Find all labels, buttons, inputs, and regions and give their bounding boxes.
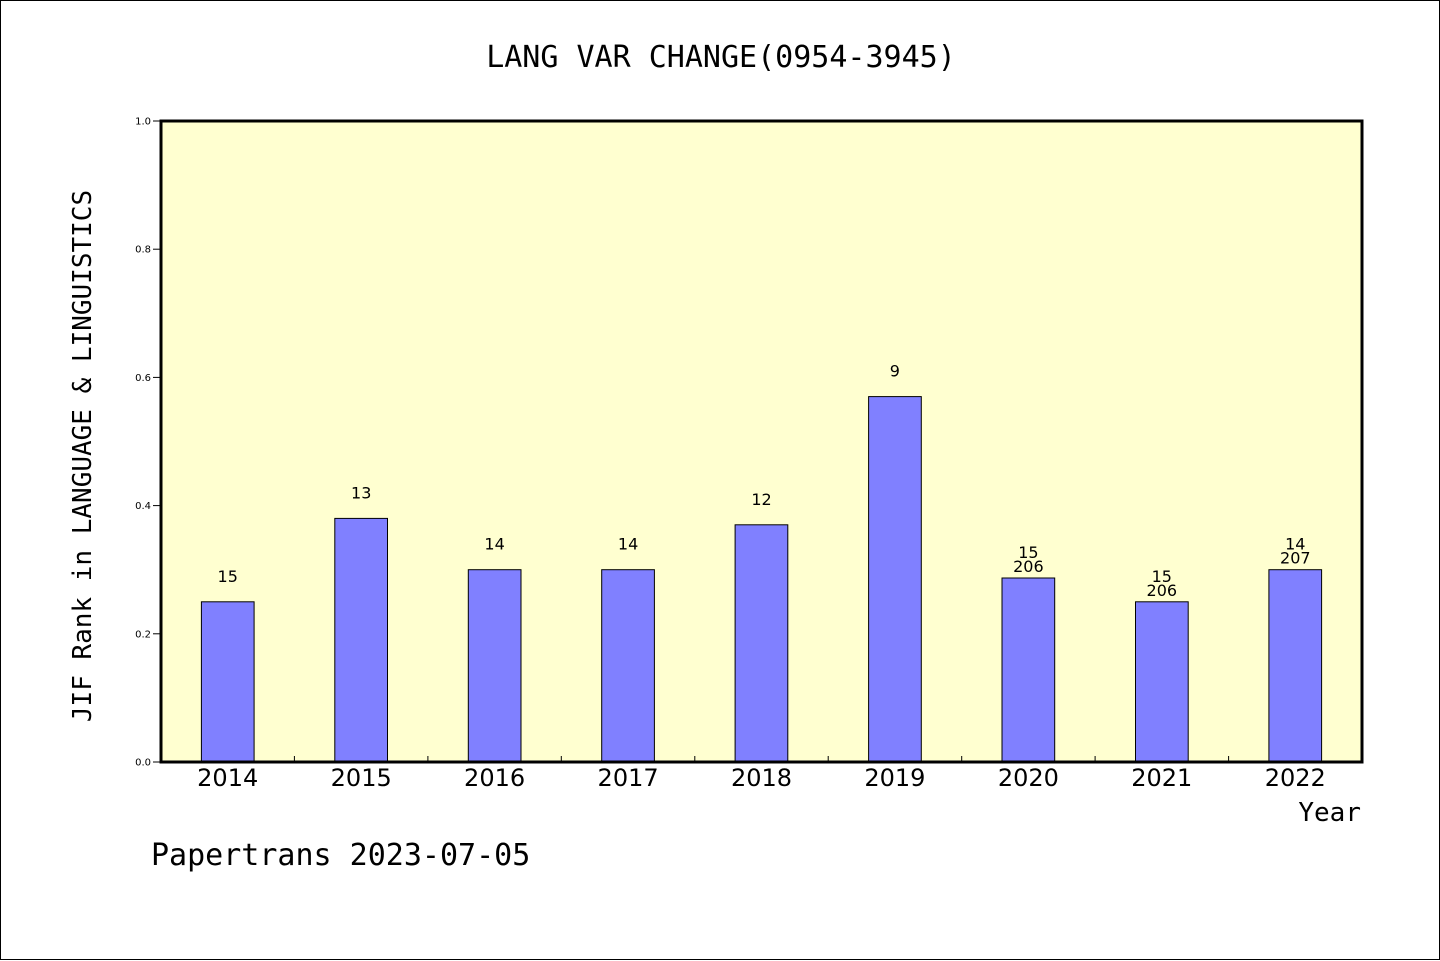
y-tick-label: 1.0 [135,117,151,128]
bar-2014 [200,601,255,763]
rank-label-2018: 12 [751,490,771,509]
rank-label-2021: 15 [1152,567,1172,586]
y-tick-label: 0.0 [135,758,151,769]
y-axis-label: JIF Rank in LANGUAGE & LINGUISTICS [68,190,98,722]
chart-title: LANG VAR CHANGE(0954-3945) [486,40,956,75]
x-tick-label-2020: 2020 [998,764,1059,792]
bar-2017 [601,569,655,763]
bars-group [200,396,1323,763]
rank-label-2022: 14 [1285,535,1305,554]
footer-credit: Papertrans 2023-07-05 [151,838,530,873]
rank-label-2017: 14 [618,535,638,554]
bar-2016 [467,569,522,763]
total-label-2021: 206 [1147,581,1178,600]
x-tick-label-2022: 2022 [1265,764,1326,792]
x-tick-label-2015: 2015 [331,764,392,792]
bar-2018 [734,524,789,763]
x-tick-label-2016: 2016 [464,764,525,792]
rank-label-2019: 9 [890,362,900,381]
plot-frame [159,119,1364,764]
x-tick-label-2014: 2014 [197,764,258,792]
bar-2015 [334,517,388,763]
bar-2020 [1001,577,1056,763]
bar-2022 [1268,569,1323,763]
x-axis-ticks: 2014 2015 2016 2017 2018 2019 2020 2021 2022 [197,756,1326,792]
total-label-2020: 206 [1013,557,1044,576]
y-tick-label: 0.4 [135,501,151,512]
x-tick-label-2021: 2021 [1131,764,1192,792]
x-tick-label-2018: 2018 [731,764,792,792]
rank-label-2016: 14 [484,535,504,554]
bar-2019 [868,396,922,763]
rank-label-2014: 15 [218,567,238,586]
total-label-2022: 207 [1280,549,1311,568]
y-tick-label: 0.2 [135,629,151,640]
x-tick-label-2019: 2019 [864,764,925,792]
x-tick-label-2017: 2017 [598,764,659,792]
bar-2021 [1135,601,1189,763]
y-tick-label: 0.6 [135,373,151,384]
y-axis-ticks: 0.0 0.2 0.4 0.6 0.8 1.0 [135,117,161,769]
rank-label-2020: 15 [1018,543,1038,562]
y-tick-label: 0.8 [135,245,151,256]
x-axis-label: Year [1298,798,1361,828]
rank-label-2015: 13 [351,483,371,502]
